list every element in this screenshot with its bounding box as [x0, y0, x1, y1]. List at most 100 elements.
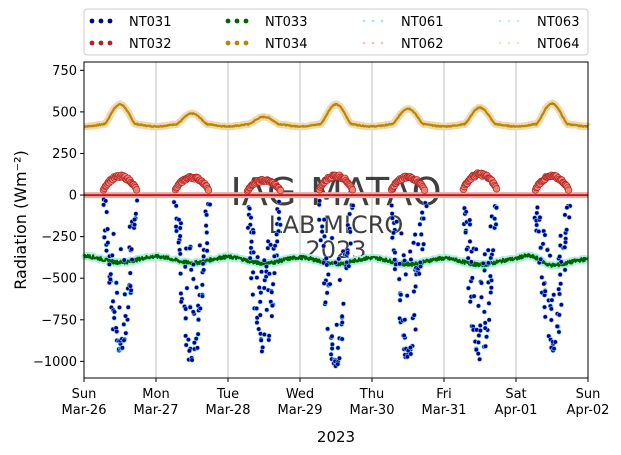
data-point: [262, 332, 267, 337]
data-point: [479, 295, 484, 300]
data-point: [546, 334, 551, 338]
legend-entry: NT033: [225, 15, 307, 30]
data-point: [549, 306, 554, 311]
data-point: [397, 277, 402, 282]
legend-marker: [107, 40, 113, 46]
data-point: [469, 260, 474, 264]
data-point: [266, 338, 271, 342]
data-point: [246, 225, 250, 230]
legend-marker: [234, 18, 240, 24]
data-point: [408, 352, 413, 356]
data-point: [412, 313, 417, 318]
data-point: [337, 356, 342, 361]
data-point: [114, 329, 119, 334]
data-point: [413, 327, 418, 332]
data-point: [559, 260, 564, 264]
data-point: [543, 233, 547, 237]
legend-marker: [225, 18, 231, 24]
data-point: [542, 293, 547, 298]
legend-marker: [362, 41, 366, 45]
legend-marker: [507, 41, 511, 45]
data-point: [563, 212, 567, 217]
data-point: [345, 250, 350, 255]
data-point: [419, 232, 424, 237]
data-point: [564, 186, 573, 194]
data-point: [255, 255, 260, 260]
data-point: [178, 234, 182, 238]
legend-label: NT063: [537, 15, 579, 30]
legend-marker: [89, 40, 95, 46]
data-point: [174, 229, 179, 233]
data-point: [477, 357, 482, 362]
data-point: [176, 240, 181, 245]
data-point: [563, 267, 567, 272]
data-point: [326, 272, 331, 277]
data-point: [489, 285, 494, 290]
data-point: [558, 281, 563, 286]
data-point: [188, 246, 192, 251]
data-point: [191, 277, 196, 281]
data-point: [549, 318, 554, 322]
legend-entry: NT032: [89, 37, 171, 52]
data-point: [248, 256, 253, 261]
data-point: [179, 291, 183, 296]
data-point: [268, 242, 273, 247]
data-point: [392, 257, 397, 262]
data-point: [317, 217, 322, 222]
data-point: [405, 354, 410, 359]
data-point: [255, 320, 259, 325]
data-point: [132, 222, 137, 227]
data-point: [183, 316, 188, 321]
data-point: [249, 215, 253, 220]
data-point: [204, 212, 209, 217]
data-point: [557, 312, 562, 317]
data-point: [196, 332, 201, 337]
data-point: [488, 256, 493, 260]
data-point: [486, 260, 491, 265]
legend-marker: [89, 18, 95, 24]
data-point: [270, 303, 275, 308]
x-tick-day: Fri: [436, 387, 452, 402]
data-point: [408, 345, 413, 350]
legend-marker: [234, 40, 240, 46]
legend-label: NT031: [129, 15, 171, 30]
data-point: [567, 215, 572, 220]
data-point: [191, 310, 196, 314]
legend-marker: [516, 19, 520, 23]
data-point: [492, 185, 501, 193]
data-point: [545, 248, 550, 252]
data-point: [269, 290, 274, 295]
x-tick-day: Sat: [505, 387, 526, 402]
data-point: [330, 342, 335, 347]
data-point: [483, 344, 488, 349]
data-point: [321, 244, 326, 248]
data-point: [190, 358, 194, 362]
legend-marker: [498, 41, 502, 45]
data-point: [178, 271, 183, 276]
data-point: [318, 238, 323, 243]
legend-entry: NT063: [498, 15, 579, 30]
x-tick-day: Mon: [142, 387, 169, 402]
data-point: [200, 282, 205, 287]
legend-marker: [225, 40, 231, 46]
data-point: [277, 210, 281, 214]
data-point: [249, 276, 254, 281]
y-tick-label: −500: [41, 272, 77, 287]
data-point: [394, 219, 399, 224]
plot-frame: [83, 61, 589, 379]
data-point: [317, 202, 322, 207]
data-point: [204, 223, 208, 228]
x-tick-date: Mar-31: [422, 403, 467, 418]
legend-entry: NT031: [89, 15, 171, 30]
data-point: [317, 198, 322, 203]
y-tick-label: −1000: [33, 355, 77, 370]
data-point: [390, 235, 395, 240]
data-point: [476, 340, 481, 345]
data-point: [256, 327, 261, 331]
data-point: [269, 314, 274, 319]
data-point: [390, 211, 395, 216]
data-point: [201, 261, 205, 266]
data-point: [132, 186, 141, 194]
